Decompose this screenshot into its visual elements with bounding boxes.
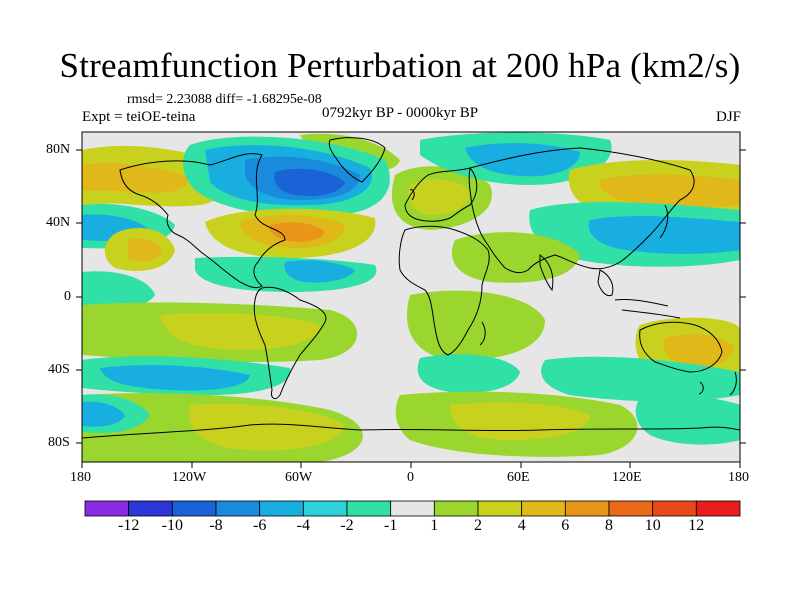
- contour-region-ea-neg-2: [465, 143, 580, 177]
- contour-region-so-neg-4: [541, 356, 740, 402]
- lat-label-0: 0: [64, 289, 71, 304]
- contour-region-so-neg-3: [417, 354, 520, 393]
- contour-region-sh-pos-2: [160, 313, 320, 350]
- colorbar-label: 8: [605, 517, 613, 534]
- chart-title: Streamfunction Perturbation at 200 hPa (…: [59, 46, 741, 85]
- lon-label-0: 0: [407, 470, 414, 485]
- colorbar-swatch: [477, 500, 523, 517]
- period-label: 0792kyr BP - 0000kyr BP: [322, 105, 479, 121]
- season-label: DJF: [715, 109, 741, 125]
- colorbar-swatch: [652, 500, 697, 517]
- colorbar-swatch: [521, 500, 566, 517]
- colorbar-label: 12: [688, 517, 705, 534]
- colorbar-label: 1: [430, 517, 439, 534]
- lon-label-180e: 180: [728, 470, 749, 485]
- colorbar-label: -1: [384, 517, 398, 534]
- contour-region-af-pos: [406, 290, 545, 361]
- colorbar-label: 6: [561, 517, 570, 534]
- colorbar-swatch: [433, 500, 479, 517]
- lon-label-120w: 120W: [172, 470, 207, 485]
- colorbar-swatch: [84, 500, 130, 517]
- coastlines: [82, 137, 740, 439]
- lon-label-120e: 120E: [612, 470, 642, 485]
- experiment-label: Expt = teiOE-teina: [82, 109, 196, 125]
- colorbar-label: -12: [118, 517, 140, 534]
- colorbar-swatch: [215, 500, 261, 517]
- lat-ticks: [76, 149, 746, 444]
- lon-ticks: [81, 462, 741, 468]
- colorbar-swatch: [128, 500, 173, 517]
- contour-region-na-neg-3: [274, 168, 345, 197]
- lon-label-60w: 60W: [285, 470, 313, 485]
- colorbar-swatch: [346, 500, 392, 517]
- colorbar-swatch: [390, 500, 435, 517]
- colorbar-label: -8: [209, 517, 223, 534]
- contour-region-ant-pos-2: [189, 403, 345, 451]
- colorbar-swatch: [608, 500, 654, 517]
- contour-region-epac-neg: [82, 271, 155, 311]
- colorbar-swatch: [171, 500, 217, 517]
- colorbar-label: -2: [340, 517, 354, 534]
- lat-label-80s: 80S: [48, 435, 70, 450]
- lat-label-40s: 40S: [48, 362, 70, 377]
- contour-region-trop-neg-2: [284, 260, 355, 283]
- colorbar-swatch: [259, 500, 304, 517]
- stats-label: rmsd= 2.23088 diff= -1.68295e-08: [127, 92, 322, 107]
- colorbar-swatch: [302, 500, 348, 517]
- contour-region-eu-pos-2: [408, 179, 470, 215]
- lon-label-60e: 60E: [507, 470, 530, 485]
- colorbar-label: 10: [644, 517, 661, 534]
- contour-region-cp-pos-2: [128, 238, 162, 262]
- colorbar-label: -6: [253, 517, 267, 534]
- colorbar-label: 4: [517, 517, 526, 534]
- colorbar-swatch: [695, 500, 741, 517]
- contour-region-as-pos-2: [599, 174, 740, 208]
- colorbar-label: -4: [296, 517, 310, 534]
- lat-label-80n: 80N: [46, 142, 71, 157]
- colorbar-label: -10: [161, 517, 183, 534]
- contour-region-ant-neg-e: [635, 395, 740, 445]
- colorbar-label: 2: [474, 517, 482, 534]
- contour-region-ant-neg-2: [82, 401, 125, 427]
- lon-label-180w: 180: [70, 470, 91, 485]
- colorbar: [84, 500, 741, 517]
- contour-region-so-neg-2: [100, 365, 250, 391]
- contour-region-au-pos-2: [663, 334, 735, 367]
- lat-label-40n: 40N: [46, 215, 71, 230]
- contour-fields: [82, 132, 740, 462]
- contour-region-np-core: [82, 163, 188, 193]
- contour-region-as-neg-2: [588, 216, 740, 254]
- contour-region-atl-pos-3: [269, 222, 325, 242]
- colorbar-swatch: [564, 500, 610, 517]
- contour-region-me-pos: [451, 232, 580, 283]
